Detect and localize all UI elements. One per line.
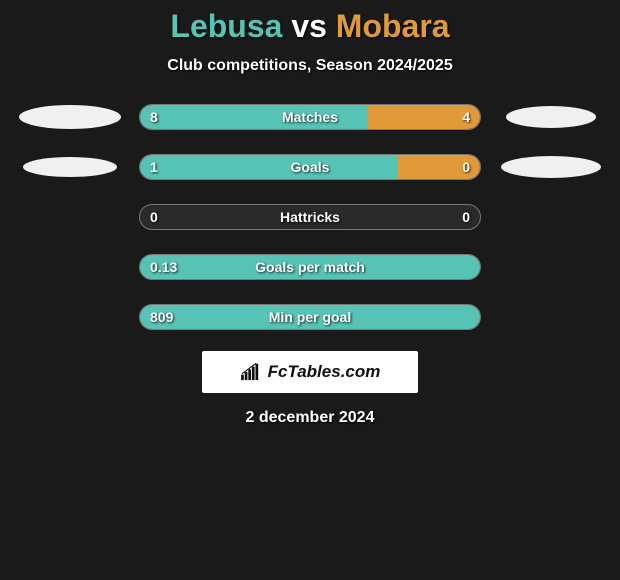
stat-bar: 84Matches [139, 104, 481, 130]
bar-fill-left [140, 305, 480, 329]
bar-fill-right [367, 105, 480, 129]
ellipse-slot-right [481, 153, 620, 181]
ellipse-icon [506, 106, 596, 128]
ellipse-slot-left [0, 303, 139, 331]
stat-label: Hattricks [280, 209, 340, 225]
ellipse-slot-right [481, 303, 620, 331]
stat-row: 809Min per goal [0, 303, 620, 331]
ellipse-slot-left [0, 103, 139, 131]
page-title: Lebusa vs Mobara [170, 8, 449, 45]
subtitle: Club competitions, Season 2024/2025 [167, 57, 452, 75]
ellipse-slot-left [0, 253, 139, 281]
ellipse-slot-right [481, 203, 620, 231]
ellipse-slot-left [0, 153, 139, 181]
ellipse-icon [501, 156, 601, 178]
ellipse-slot-right [481, 103, 620, 131]
logo-text: FcTables.com [268, 362, 381, 382]
vs-text: vs [291, 8, 327, 44]
stat-bar: 809Min per goal [139, 304, 481, 330]
stat-row: 84Matches [0, 103, 620, 131]
bar-fill-left [140, 255, 480, 279]
stat-row: 0 0 Hattricks [0, 203, 620, 231]
bar-fill-left [140, 155, 398, 179]
stat-row: 0.13Goals per match [0, 253, 620, 281]
stat-value-left: 0 [150, 209, 158, 225]
bar-fill-right [398, 155, 480, 179]
bar-fill-left [140, 105, 367, 129]
fctables-logo[interactable]: FcTables.com [202, 351, 418, 393]
ellipse-slot-left [0, 203, 139, 231]
chart-bars-icon [240, 363, 262, 381]
stats-list: 84Matches 10Goals 0 0 Hattricks 0.13Goals per… [0, 103, 620, 331]
stat-bar: 0.13Goals per match [139, 254, 481, 280]
stat-row: 10Goals [0, 153, 620, 181]
ellipse-icon [19, 105, 121, 129]
player1-name: Lebusa [170, 8, 282, 44]
stat-bar: 10Goals [139, 154, 481, 180]
date-text: 2 december 2024 [246, 409, 375, 427]
player2-name: Mobara [336, 8, 450, 44]
ellipse-icon [23, 157, 117, 177]
stat-value-right: 0 [462, 209, 470, 225]
ellipse-slot-right [481, 253, 620, 281]
main-container: Lebusa vs Mobara Club competitions, Seas… [0, 0, 620, 427]
stat-bar: 0 0 Hattricks [139, 204, 481, 230]
